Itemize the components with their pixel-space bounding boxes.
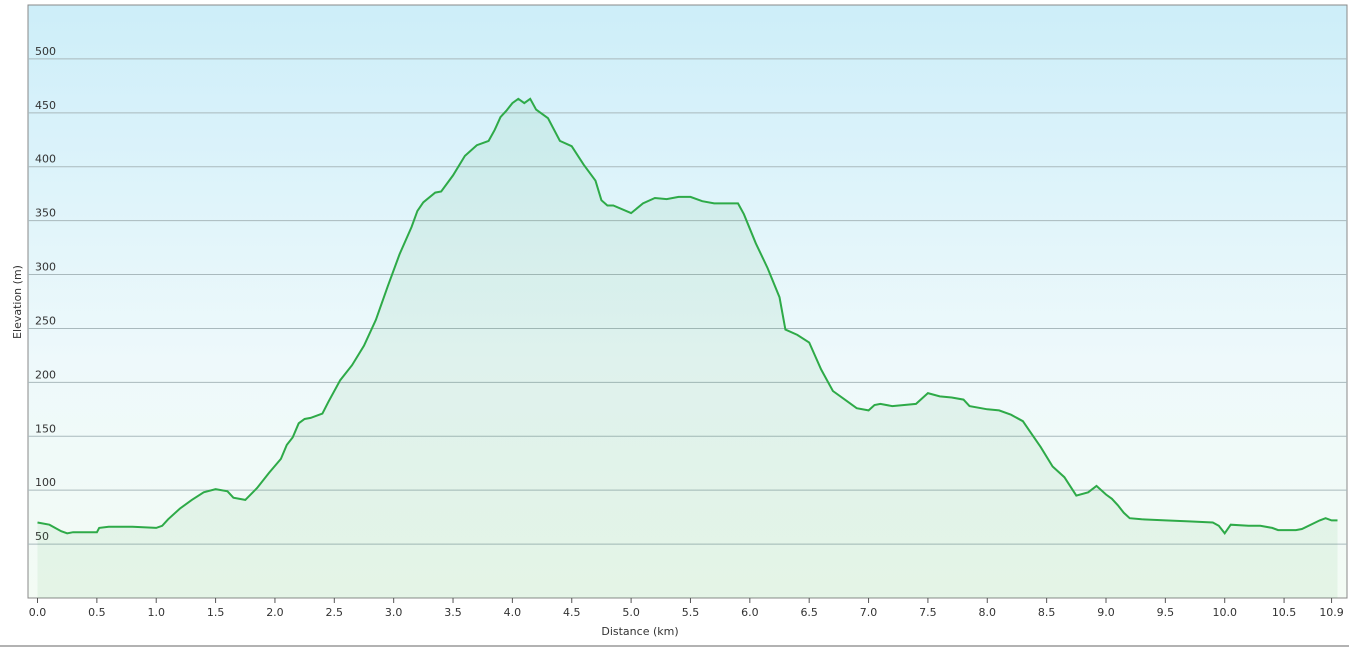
x-tick-label: 4.5	[563, 606, 581, 619]
x-tick-label: 5.5	[682, 606, 700, 619]
x-tick-label: 6.0	[741, 606, 759, 619]
y-tick-label: 150	[35, 422, 56, 435]
x-tick-label: 0.5	[88, 606, 106, 619]
x-tick-label: 7.5	[919, 606, 937, 619]
x-tick-label: 3.0	[385, 606, 403, 619]
x-tick-label: 6.5	[800, 606, 818, 619]
x-tick-label: 1.0	[147, 606, 165, 619]
area-fill	[37, 98, 1338, 599]
y-tick-label: 350	[35, 207, 56, 220]
x-tick-label: 10.9	[1319, 606, 1344, 619]
plot-area	[27, 4, 1348, 599]
x-tick-label: 9.5	[1157, 606, 1175, 619]
x-tick-label: 8.0	[979, 606, 997, 619]
elevation-line	[37, 97, 1338, 535]
x-tick-label: 3.5	[444, 606, 462, 619]
x-tick-label: 10.0	[1212, 606, 1237, 619]
y-tick-label: 200	[35, 368, 56, 381]
x-tick-label: 0.0	[29, 606, 47, 619]
y-tick-label: 450	[35, 99, 56, 112]
y-axis-title: Elevation (m)	[11, 265, 24, 339]
y-tick-label: 100	[35, 476, 56, 489]
x-tick-label: 2.5	[326, 606, 344, 619]
y-tick-label: 300	[35, 261, 56, 274]
x-tick-label: 7.0	[860, 606, 878, 619]
y-tick-label: 500	[35, 45, 56, 58]
x-tick-label: 4.0	[504, 606, 522, 619]
y-tick-label: 400	[35, 153, 56, 166]
x-tick-label: 2.0	[266, 606, 284, 619]
y-tick-label: 50	[35, 530, 49, 543]
x-tick-label: 9.0	[1097, 606, 1115, 619]
x-tick-label: 1.5	[207, 606, 225, 619]
x-tick-label: 8.5	[1038, 606, 1056, 619]
x-tick-label: 5.0	[622, 606, 640, 619]
x-axis-title: Distance (km)	[601, 625, 678, 638]
y-tick-label: 250	[35, 314, 56, 327]
x-tick-label: 10.5	[1272, 606, 1297, 619]
